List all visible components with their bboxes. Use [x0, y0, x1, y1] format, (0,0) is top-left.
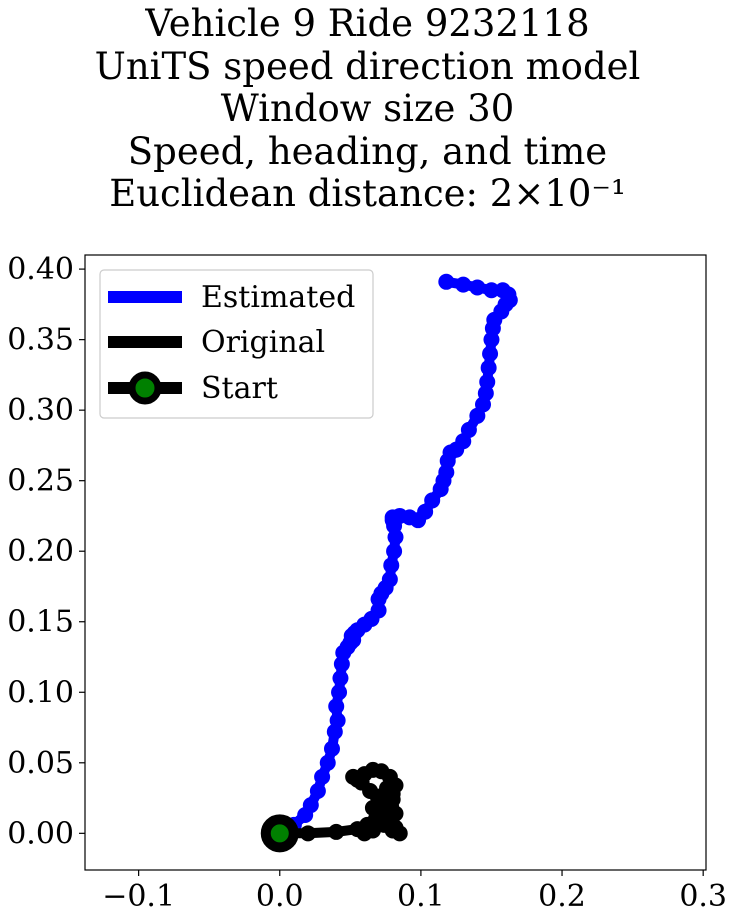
estimated-series-point	[469, 279, 486, 296]
y-tick-label: 0.35	[7, 323, 74, 358]
estimated-series-point	[383, 557, 400, 574]
estimated-series-point	[314, 768, 331, 785]
y-tick-label: 0.05	[7, 746, 74, 781]
estimated-series-point	[386, 543, 403, 560]
y-axis: 0.00 0.05 0.10 0.15 0.20 0.25 0.30 0.35 0.40	[7, 252, 85, 851]
y-tick-label: 0.00	[7, 816, 74, 851]
x-tick-label: −0.1	[102, 879, 175, 914]
estimated-series-point	[332, 670, 349, 687]
legend-start-label: Start	[201, 371, 278, 406]
legend-frame	[99, 269, 374, 419]
title-line-window: Window size 30	[220, 87, 515, 130]
x-tick-label: 0.0	[256, 879, 304, 914]
chart-title: Vehicle 9 Ride 9232118 UniTS speed direc…	[0, 0, 735, 216]
x-tick-label: 0.3	[679, 879, 727, 914]
legend: Estimated Original Start	[99, 269, 374, 419]
estimated-series-point	[381, 571, 398, 588]
estimated-series-point	[331, 684, 348, 701]
x-tick-label: 0.2	[538, 879, 586, 914]
legend-original-label: Original	[201, 325, 325, 360]
y-tick-label: 0.25	[7, 464, 74, 499]
title-line-vehicle: Vehicle 9 Ride 9232118	[145, 2, 590, 45]
original-series-point	[387, 805, 404, 822]
y-tick-label: 0.40	[7, 252, 74, 287]
x-tick-label: 0.1	[397, 879, 445, 914]
estimated-series-point	[424, 492, 441, 509]
legend-start-marker	[128, 371, 162, 405]
plot-data-area	[260, 273, 518, 853]
plot-frame	[84, 254, 707, 871]
estimated-series-point	[328, 698, 345, 715]
estimated-series-point	[480, 359, 497, 376]
estimated-series-point	[479, 373, 496, 390]
y-tick-label: 0.15	[7, 605, 74, 640]
y-tick-label: 0.10	[7, 675, 74, 710]
original-series-point	[384, 791, 401, 808]
estimated-series-point	[319, 754, 336, 771]
title-line-model: UniTS speed direction model	[94, 44, 641, 88]
legend-estimated-label: Estimated	[201, 280, 355, 315]
estimated-series-point	[482, 345, 499, 362]
original-series-point	[328, 823, 345, 840]
estimated-series-point	[309, 783, 326, 800]
estimated-series-point	[329, 712, 346, 729]
y-tick-label: 0.30	[7, 393, 74, 428]
title-line-distance: Euclidean distance: 2×10⁻¹	[109, 172, 626, 215]
original-series-point	[356, 825, 373, 842]
estimated-series-point	[483, 282, 500, 299]
estimated-series-point	[455, 276, 472, 293]
start-marker	[260, 814, 299, 853]
title-line-features: Speed, heading, and time	[127, 129, 608, 173]
estimated-series-point	[370, 602, 387, 619]
x-axis: −0.1 0.0 0.1 0.2 0.3	[102, 870, 727, 914]
estimated-series-point	[494, 282, 511, 299]
estimated-series-point	[438, 273, 455, 290]
y-tick-label: 0.20	[7, 534, 74, 569]
estimated-series-point	[323, 740, 340, 757]
estimated-series-point	[460, 421, 477, 438]
original-series-point	[299, 825, 316, 842]
estimated-series-point	[302, 797, 319, 814]
